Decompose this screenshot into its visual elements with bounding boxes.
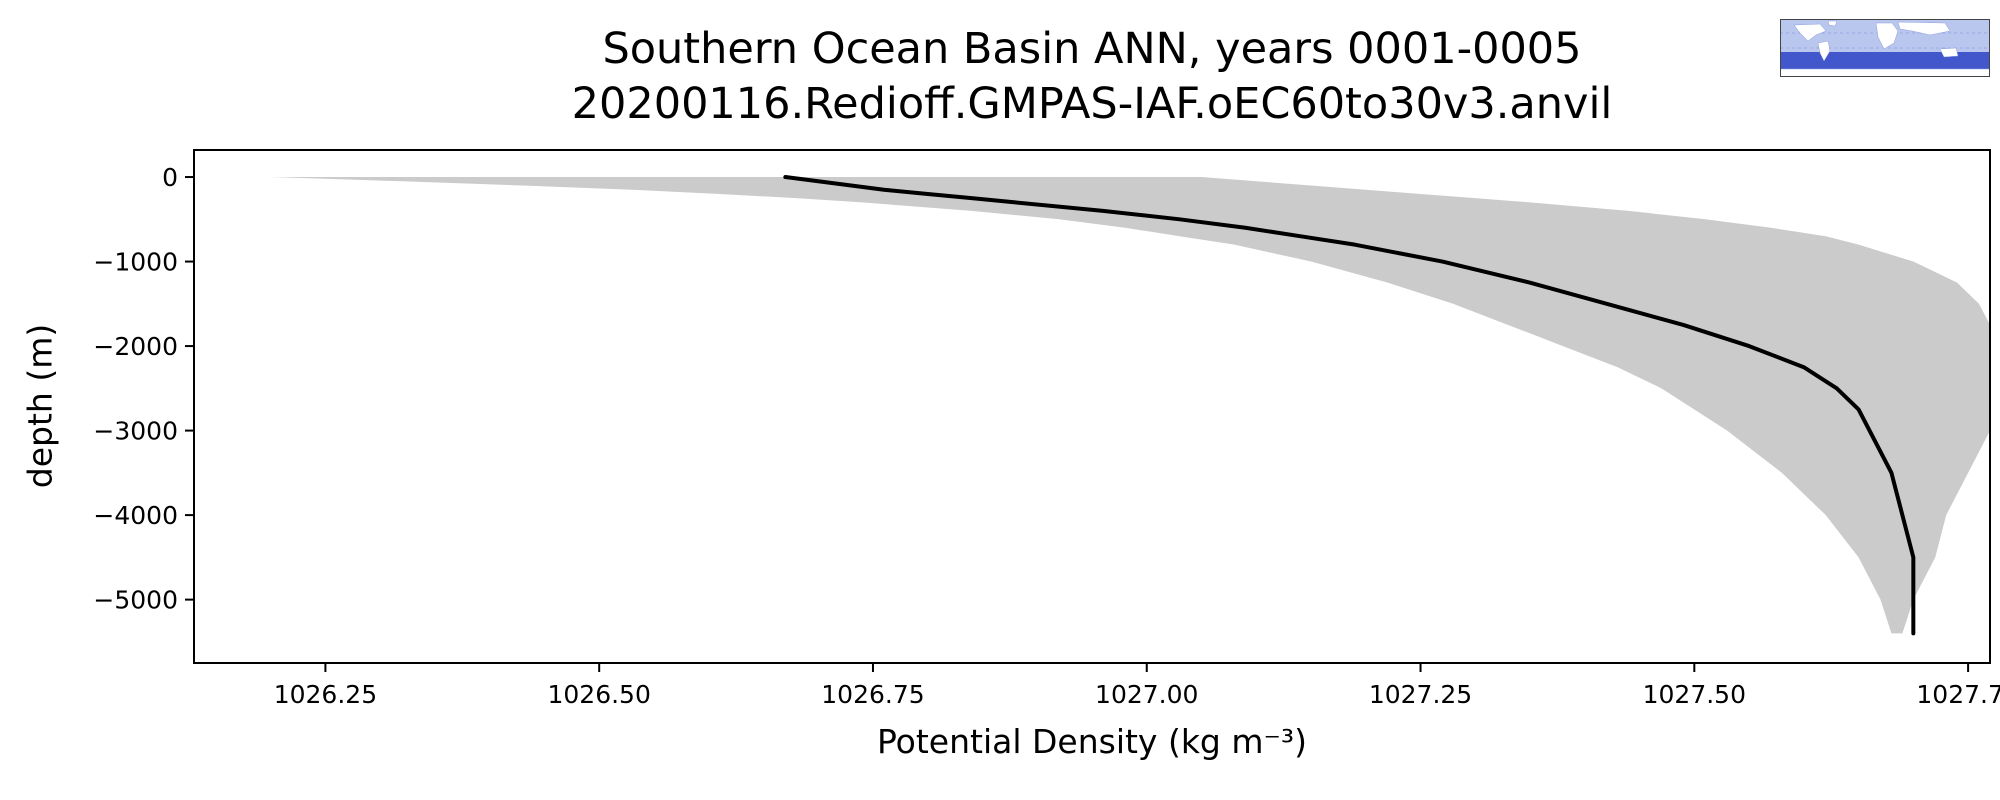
chart-title-block: Southern Ocean Basin ANN, years 0001-000… — [194, 22, 1990, 132]
inset-antarctica — [1780, 68, 1990, 77]
x-tick-label: 1026.25 — [274, 680, 377, 709]
y-axis-label: depth (m) — [20, 323, 60, 489]
region-inset-map — [1780, 19, 1990, 77]
y-tick-label: −1000 — [93, 248, 178, 277]
x-tick-label: 1027.50 — [1643, 680, 1746, 709]
axes-frame — [193, 149, 1991, 664]
inset-asia — [1897, 21, 1951, 36]
x-tick-label: 1026.75 — [821, 680, 924, 709]
inset-greenland — [1827, 20, 1838, 27]
x-axis-label: Potential Density (kg m⁻³) — [876, 722, 1308, 761]
inset-north-america — [1793, 23, 1827, 42]
y-tick-label: −5000 — [93, 586, 178, 615]
chart-title: Southern Ocean Basin ANN, years 0001-000… — [602, 24, 1582, 74]
inset-south-america — [1817, 40, 1831, 62]
x-tick-label: 1027.25 — [1369, 680, 1472, 709]
plot-contents — [270, 175, 1990, 636]
y-tick-label: −4000 — [93, 501, 178, 530]
inset-australia — [1939, 47, 1959, 58]
mean-profile-line — [783, 175, 1916, 636]
inset-africa-europe — [1875, 22, 1899, 50]
x-tick-label: 1026.50 — [547, 680, 650, 709]
y-tick-label: −2000 — [93, 332, 178, 361]
chart-subtitle: 20200116.Redioff.GMPAS-IAF.oEC60to30v3.a… — [571, 79, 1613, 130]
inset-border — [1780, 19, 1990, 77]
y-tick-label: −3000 — [93, 417, 178, 446]
density-range-band — [270, 177, 1990, 634]
x-tick-label: 1027.00 — [1095, 680, 1198, 709]
y-tick-label: 0 — [162, 163, 178, 192]
inset-continents — [1780, 20, 1990, 77]
x-tick-label: 1027.75 — [1916, 680, 2000, 709]
